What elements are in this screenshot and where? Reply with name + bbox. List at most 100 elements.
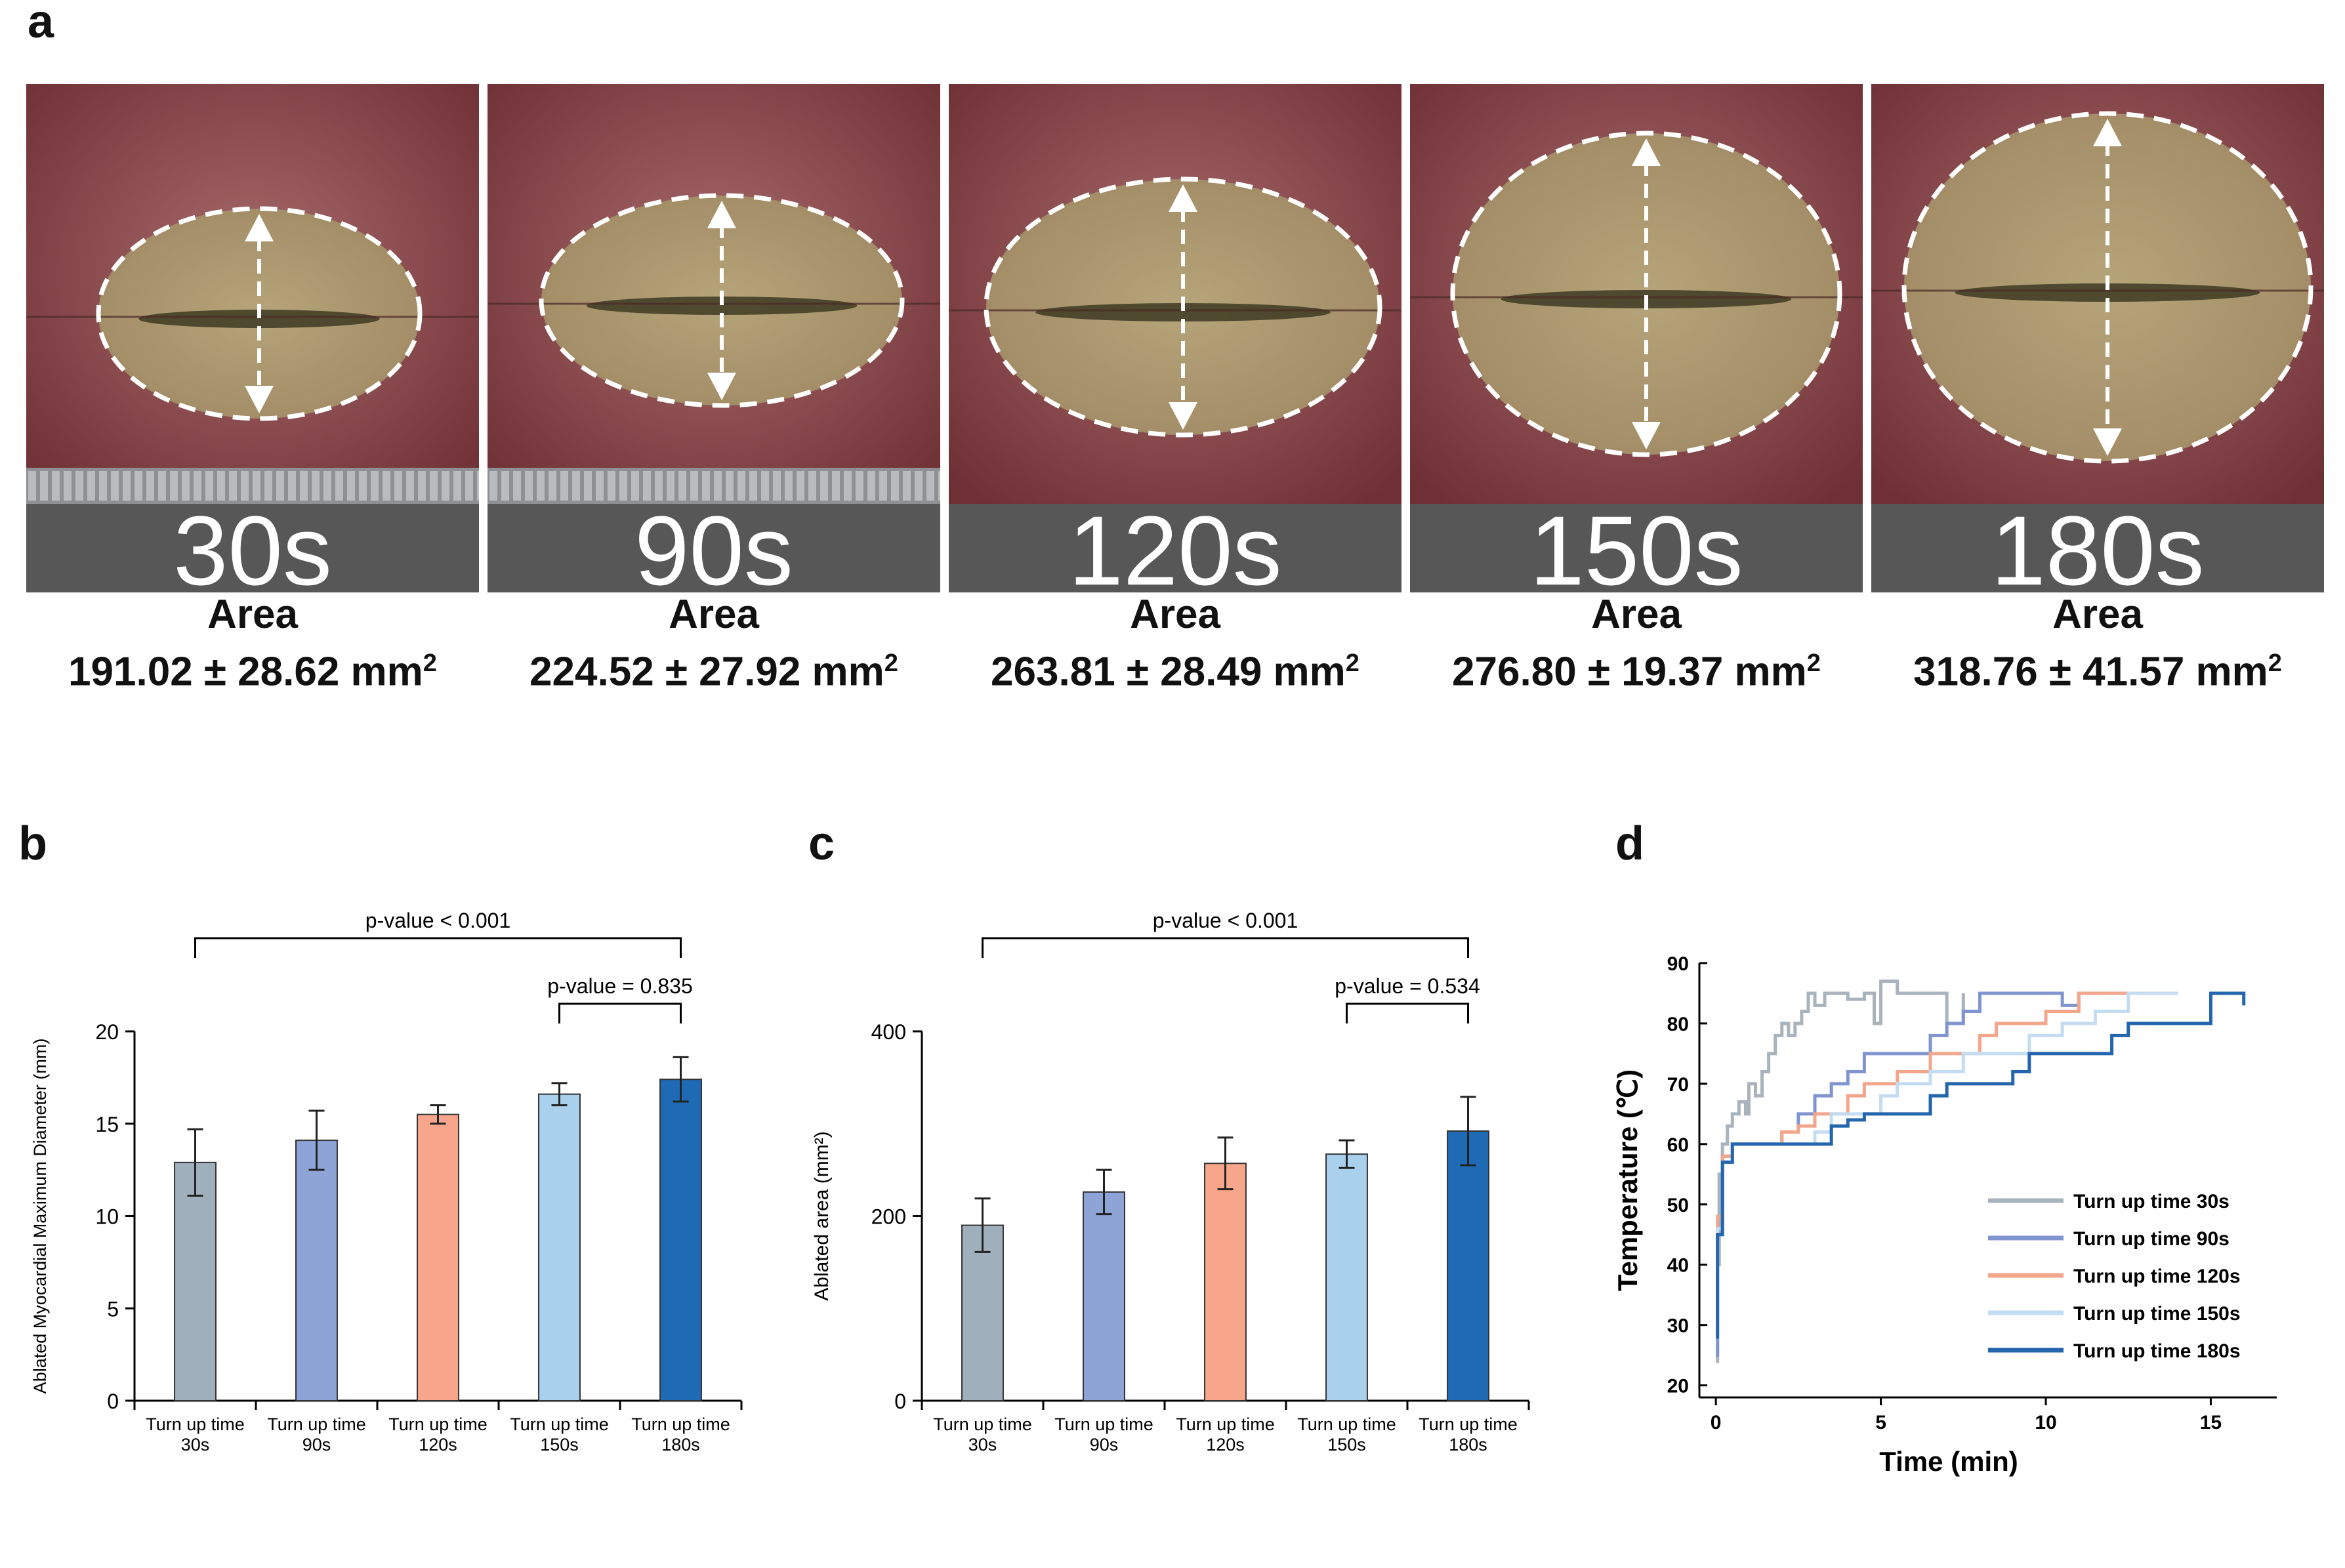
ruler-tick bbox=[170, 471, 178, 501]
ruler-tick bbox=[867, 471, 875, 501]
time-label-band bbox=[488, 504, 940, 592]
y-tick-label: 5 bbox=[107, 1297, 119, 1321]
x-tick-label: 120s bbox=[1206, 1435, 1245, 1455]
bar-150s bbox=[538, 1093, 581, 1401]
panel-a-photo-strip: 30s Area 191.02 ± 28.62 mm2 90s Area 224.52 ±… bbox=[26, 84, 2324, 733]
y-tick-label: 40 bbox=[1667, 1255, 1689, 1277]
ruler-tick bbox=[903, 471, 911, 501]
arrow-head-up bbox=[1632, 138, 1661, 166]
ruler-tick bbox=[406, 471, 414, 501]
ablation-photo-180s: 180s bbox=[1871, 84, 2324, 592]
y-tick-label: 50 bbox=[1667, 1195, 1689, 1216]
ruler-tick bbox=[489, 471, 497, 501]
ruler-tick bbox=[761, 471, 769, 501]
ruler-tick bbox=[312, 471, 320, 501]
panel-label-d: d bbox=[1615, 817, 1644, 870]
bar-90s bbox=[295, 1140, 338, 1401]
area-unit-superscript: 2 bbox=[1345, 650, 1359, 677]
ruler-tick bbox=[678, 471, 686, 501]
ruler-tick bbox=[28, 471, 36, 501]
lesion-boundary-dashed bbox=[539, 193, 905, 408]
p-value-label: p-value = 0.835 bbox=[547, 974, 693, 998]
time-label: 30s bbox=[173, 495, 332, 592]
ruler-tick bbox=[501, 471, 509, 501]
y-tick-label: 400 bbox=[871, 1020, 906, 1044]
x-tick-label: Turn up time bbox=[1054, 1414, 1153, 1434]
ruler-tick bbox=[205, 471, 213, 501]
ruler-tick bbox=[229, 471, 237, 501]
ruler-tick bbox=[430, 471, 438, 501]
area-caption: Area 318.76 ± 41.57 mm2 bbox=[1858, 592, 2337, 699]
ruler-tick bbox=[52, 471, 60, 501]
x-tick-label: 120s bbox=[419, 1435, 457, 1455]
y-tick-label: 15 bbox=[95, 1113, 119, 1136]
ruler-tick bbox=[347, 471, 355, 501]
area-unit-superscript: 2 bbox=[1806, 650, 1821, 677]
y-tick-label: 10 bbox=[95, 1205, 119, 1229]
time-label-band bbox=[26, 504, 479, 592]
x-tick-label: Turn up time bbox=[510, 1414, 609, 1434]
area-value-text: 276.80 ± 19.37 mm bbox=[1452, 649, 1807, 695]
series-line-Turn up time 90s bbox=[1716, 991, 2128, 1357]
y-axis-label: Temperature (℃) bbox=[1612, 1069, 1643, 1291]
x-tick-label: Turn up time bbox=[631, 1414, 730, 1434]
bar-180s bbox=[659, 1079, 702, 1401]
area-unit-superscript: 2 bbox=[884, 650, 898, 677]
lesion-boundary-dashed bbox=[984, 176, 1382, 438]
y-tick-label: 70 bbox=[1667, 1074, 1689, 1096]
x-tick-label: 90s bbox=[1090, 1435, 1119, 1455]
ruler-tick bbox=[749, 471, 757, 501]
y-tick-label: 80 bbox=[1667, 1014, 1689, 1035]
y-axis-label: Ablated Myocardial Maximum Diameter (mm) bbox=[30, 1039, 50, 1394]
legend-label: Turn up time 150s bbox=[2073, 1303, 2241, 1325]
ruler-tick bbox=[584, 471, 592, 501]
bar-90s bbox=[1083, 1191, 1125, 1401]
ablation-photo-svg: 180s bbox=[1871, 84, 2324, 592]
arrow-head-down bbox=[2093, 428, 2122, 456]
x-tick-label: 150s bbox=[1327, 1435, 1366, 1455]
x-tick-label: 15 bbox=[2200, 1412, 2222, 1434]
ruler-tick bbox=[891, 471, 899, 501]
area-caption: Area 191.02 ± 28.62 mm2 bbox=[13, 592, 492, 699]
ablation-photo-svg: 120s bbox=[949, 84, 1401, 592]
chart-d-temperature: 20 30 40 50 60 70 80 90 0 5 10 15 Time (min) Temperat… bbox=[1612, 953, 2277, 1477]
lesion-core bbox=[586, 297, 858, 315]
ruler-tick bbox=[394, 471, 402, 501]
arrow-head-up bbox=[245, 214, 274, 241]
ruler-tick bbox=[253, 471, 260, 501]
area-label: Area bbox=[207, 592, 298, 637]
ruler-tick bbox=[915, 471, 923, 501]
ruler-tick bbox=[856, 471, 863, 501]
ruler-tick bbox=[442, 471, 449, 501]
ruler-tick bbox=[549, 471, 556, 501]
p-value-label: p-value < 0.001 bbox=[1153, 909, 1298, 932]
ruler-tick bbox=[99, 471, 107, 501]
ablation-photo-90s: 90s bbox=[488, 84, 940, 592]
ruler-tick bbox=[702, 471, 710, 501]
ruler-tick bbox=[797, 471, 804, 501]
lesion-core bbox=[1955, 283, 2260, 302]
arrow-head-down bbox=[1632, 422, 1661, 449]
area-value-text: 263.81 ± 28.49 mm bbox=[991, 649, 1346, 695]
x-tick-label: Turn up time bbox=[1176, 1414, 1275, 1434]
lesion-boundary-dashed bbox=[1901, 111, 2314, 464]
legend-label: Turn up time 120s bbox=[2073, 1266, 2241, 1287]
lesion-core bbox=[1035, 303, 1331, 321]
ruler-tick bbox=[359, 471, 367, 501]
p-value-label: p-value < 0.001 bbox=[365, 909, 511, 932]
area-value: 224.52 ± 27.92 mm2 bbox=[474, 637, 953, 699]
ruler-tick bbox=[537, 471, 545, 501]
y-tick-label: 0 bbox=[107, 1390, 119, 1413]
ruler-tick bbox=[64, 471, 72, 501]
bar-30s bbox=[961, 1224, 1004, 1401]
area-label: Area bbox=[2052, 592, 2143, 637]
ruler-tick bbox=[194, 471, 201, 501]
area-value: 263.81 ± 28.49 mm2 bbox=[936, 637, 1415, 699]
lesion-boundary-dashed bbox=[96, 206, 423, 421]
area-value-text: 191.02 ± 28.62 mm bbox=[68, 649, 423, 695]
y-tick-label: 20 bbox=[95, 1020, 119, 1044]
ruler-tick bbox=[453, 471, 461, 501]
ruler-tick bbox=[288, 471, 296, 501]
arrow-head-up bbox=[1169, 184, 1197, 212]
